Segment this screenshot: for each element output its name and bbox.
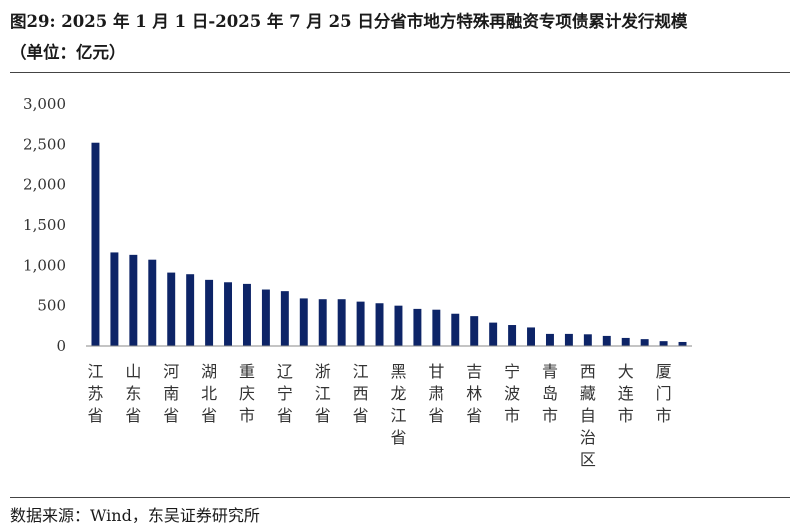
bar [91, 142, 100, 346]
bar [527, 327, 535, 346]
x-tick-label: 甘肃省 [428, 362, 444, 425]
x-tick-label: 青岛市 [542, 362, 558, 425]
x-tick-label: 江苏省 [87, 362, 103, 425]
x-tick-label: 吉林省 [466, 362, 482, 425]
title-divider [10, 72, 790, 73]
bar [110, 252, 119, 346]
bar [129, 254, 138, 346]
bar [205, 279, 214, 346]
bar [432, 309, 441, 346]
source-divider [10, 497, 790, 498]
bar [375, 303, 384, 346]
y-tick-label: 1,500 [23, 216, 66, 234]
y-axis: 0 500 1,000 1,500 2,000 2,500 3,000 [23, 95, 66, 355]
bar [678, 341, 687, 346]
bar [242, 283, 251, 346]
bar [318, 299, 327, 346]
bar [261, 289, 270, 346]
x-tick-label: 厦门市 [656, 362, 672, 425]
bar [280, 291, 289, 346]
bar [186, 274, 195, 346]
bar [413, 308, 422, 346]
x-tick-label: 黑龙江省 [390, 362, 406, 447]
bar [640, 339, 649, 346]
bar [337, 299, 346, 346]
y-tick-label: 2,500 [23, 135, 66, 153]
source-note: 数据来源：Wind，东吴证券研究所 [10, 506, 260, 525]
bar [299, 298, 308, 346]
x-tick-label: 大连市 [618, 362, 634, 425]
y-tick-label: 3,000 [23, 95, 66, 113]
x-tick-label: 西藏自治区 [580, 362, 596, 469]
x-tick-label: 辽宁省 [277, 362, 293, 425]
bar [470, 316, 479, 346]
x-tick-label: 河南省 [163, 362, 179, 425]
bar [394, 305, 403, 346]
bar [602, 335, 611, 346]
bar [564, 333, 573, 346]
bar [224, 282, 232, 346]
x-tick-label: 宁波市 [504, 362, 520, 425]
bar [545, 333, 554, 346]
x-tick-label: 重庆市 [239, 362, 255, 425]
bar [621, 337, 630, 346]
chart-title-line1: 图29: 2025 年 1 月 1 日-2025 年 7 月 25 日分省市地方… [10, 12, 688, 31]
bar [508, 325, 517, 346]
x-tick-label: 江西省 [353, 362, 369, 425]
x-tick-label: 湖北省 [201, 362, 217, 425]
bar [659, 341, 668, 346]
x-axis-labels: 江苏省 山东省 河南省 湖北省 重庆市 辽宁省 浙江省 江西省 黑龙江省 甘肃省 吉林省 宁波市 青岛市… [87, 362, 671, 469]
y-tick-label: 1,000 [23, 256, 66, 274]
bar [167, 272, 176, 346]
bar [489, 322, 498, 346]
bar [356, 301, 365, 346]
chart-title: 图29: 2025 年 1 月 1 日-2025 年 7 月 25 日分省市地方… [10, 6, 790, 68]
chart-subtitle: （单位：亿元） [10, 43, 126, 62]
x-tick-label: 山东省 [125, 362, 141, 425]
bar-series [91, 142, 687, 346]
bar [583, 334, 592, 346]
bar [451, 313, 460, 346]
y-tick-label: 500 [37, 297, 66, 315]
y-tick-label: 2,000 [23, 176, 66, 194]
x-tick-label: 浙江省 [315, 362, 331, 425]
y-tick-label: 0 [56, 337, 66, 355]
bar [148, 259, 157, 346]
